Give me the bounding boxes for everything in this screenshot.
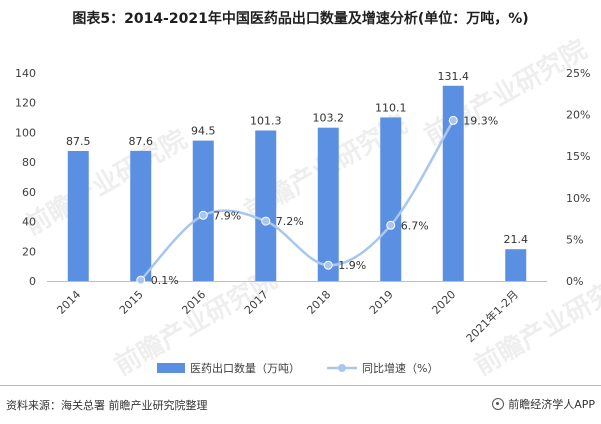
bar — [317, 127, 339, 281]
y-right-tick-label: 15% — [566, 150, 590, 163]
bar — [505, 249, 527, 281]
legend-label-bar: 医药出口数量（万吨） — [190, 361, 300, 375]
legend-swatch-marker — [338, 364, 346, 372]
y-left-tick-label: 60 — [22, 186, 36, 199]
y-right-tick-label: 20% — [566, 109, 590, 122]
x-tick-label: 2018 — [304, 288, 333, 317]
y-left-tick-label: 100 — [15, 126, 36, 139]
footer-divider — [0, 385, 601, 386]
bar-data-label: 101.3 — [250, 114, 282, 127]
growth-data-label: 19.3% — [463, 114, 498, 127]
bar — [255, 130, 277, 281]
growth-data-label: 7.9% — [213, 209, 241, 222]
brand-logo-icon — [492, 398, 505, 410]
line-layer — [136, 115, 458, 285]
labels-layer: 87.5 87.6 94.5 101.3 103.2 110.1 131.4 21.4 0.1%… — [66, 70, 528, 287]
x-tick-label: 2014 — [54, 288, 83, 317]
growth-data-label: 0.1% — [151, 274, 179, 287]
growth-data-label: 7.2% — [276, 215, 304, 228]
bar-data-label: 103.2 — [313, 112, 345, 125]
growth-marker — [448, 115, 458, 125]
growth-marker — [198, 210, 208, 220]
growth-line — [139, 119, 455, 282]
x-tick-label: 2015 — [117, 288, 146, 317]
x-tick-label: 2019 — [367, 288, 396, 317]
y-left-tick-label: 120 — [15, 97, 36, 110]
y-right-tick-label: 25% — [566, 67, 590, 80]
bar — [380, 117, 402, 282]
bar-data-label: 87.5 — [66, 135, 91, 148]
bar-data-label: 94.5 — [191, 125, 216, 138]
y-left-tick-label: 20 — [22, 245, 36, 258]
growth-data-label: 1.9% — [338, 259, 366, 272]
brand-credit: 前瞻经济学人APP — [492, 396, 595, 412]
growth-marker — [323, 260, 333, 270]
brand-name: 前瞻经济学人APP — [508, 398, 595, 411]
source-note: 资料来源：海关总署 前瞻产业研究院整理 — [6, 399, 208, 412]
growth-marker — [136, 275, 146, 285]
watermark-layer: 前瞻产业研究院前瞻产业研究院前瞻产业研究院前瞻产业研究院前瞻产业研究院 — [19, 34, 601, 382]
legend: 医药出口数量（万吨） 同比增速（%） — [157, 361, 438, 375]
growth-marker — [386, 220, 396, 230]
bar — [442, 85, 464, 281]
y-left-tick-label: 40 — [22, 216, 36, 229]
bar — [67, 151, 89, 281]
bar — [130, 150, 152, 281]
y-left-tick-label: 140 — [15, 67, 36, 80]
growth-marker — [261, 216, 271, 226]
x-tick-label: 2020 — [429, 288, 458, 317]
bar-data-label: 131.4 — [438, 70, 470, 83]
y-left-tick-label: 80 — [22, 156, 36, 169]
watermark-text: 前瞻产业研究院 — [19, 124, 192, 242]
legend-label-line: 同比增速（%） — [362, 361, 438, 375]
legend-swatch-bar — [157, 363, 185, 373]
bar-data-label: 110.1 — [375, 101, 407, 114]
y-left-tick-label: 0 — [29, 275, 36, 288]
bar-data-label: 21.4 — [504, 233, 529, 246]
y-right-tick-label: 10% — [566, 192, 590, 205]
growth-data-label: 6.7% — [401, 219, 429, 232]
y-right-tick-label: 0% — [566, 275, 583, 288]
y-right-tick-label: 5% — [566, 233, 583, 246]
bar-data-label: 87.6 — [129, 135, 154, 148]
chart-title: 图表5：2014-2021年中国医药品出口数量及增速分析(单位：万吨，%) — [72, 11, 529, 27]
